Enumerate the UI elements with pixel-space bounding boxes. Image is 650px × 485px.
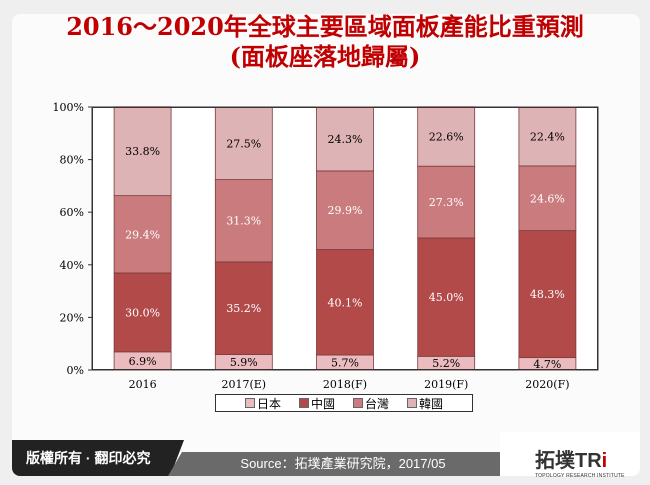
- bar-segment: [518, 230, 577, 359]
- source-text: Source：拓墣產業研究院，2017/05: [168, 452, 518, 476]
- y-tick-label: 80%: [60, 154, 84, 167]
- legend-swatch: [407, 398, 418, 408]
- data-label: 5.9%: [230, 356, 258, 369]
- logo-subtitle: TOPOLOGY RESEARCH INSTITUTE: [535, 473, 625, 479]
- legend-label: 韓國: [419, 396, 444, 411]
- legend-swatch: [298, 398, 309, 408]
- x-tick-label: 2017(E): [221, 378, 266, 391]
- legend-item: 台灣: [353, 395, 389, 412]
- data-label: 29.4%: [125, 228, 160, 241]
- data-label: 5.7%: [331, 357, 359, 370]
- title-line-1: 2016～2020年全球主要區域面板產能比重預測: [66, 12, 584, 41]
- legend-swatch: [244, 398, 255, 408]
- data-label: 22.6%: [429, 130, 464, 143]
- legend-label: 台灣: [365, 396, 390, 411]
- logo-panel: [500, 432, 640, 476]
- data-label: 35.2%: [226, 302, 261, 315]
- title-line-2: (面板座落地歸屬): [229, 42, 421, 71]
- bar-segment: [518, 165, 577, 232]
- tri-logo: 拓墣TRi TOPOLOGY RESEARCH INSTITUTE: [535, 450, 625, 479]
- y-tick-label: 40%: [60, 259, 84, 272]
- data-label: 30.0%: [125, 306, 160, 319]
- data-label: 24.6%: [530, 192, 565, 205]
- data-label: 31.3%: [226, 215, 261, 228]
- y-tick-label: 0%: [67, 364, 84, 377]
- data-label: 27.3%: [429, 196, 464, 209]
- bar-segment: [214, 261, 273, 355]
- y-tick-label: 100%: [53, 101, 84, 114]
- data-label: 45.0%: [429, 291, 464, 304]
- legend-item: 中國: [298, 395, 335, 412]
- data-label: 40.1%: [328, 296, 363, 309]
- data-label: 4.7%: [533, 358, 561, 371]
- legend-item: 韓國: [407, 395, 443, 412]
- legend: 日本 中國 台灣 韓國: [215, 394, 473, 412]
- data-label: 6.9%: [129, 355, 157, 368]
- x-tick-label: 2020(F): [525, 378, 569, 391]
- legend-label: 日本: [256, 396, 281, 411]
- plot-area: [92, 107, 598, 370]
- data-label: 22.4%: [530, 130, 565, 143]
- data-label: 29.9%: [328, 204, 363, 217]
- bar-segment: [417, 106, 476, 167]
- x-tick-label: 2018(F): [323, 378, 367, 391]
- legend-item: 日本: [244, 395, 281, 412]
- data-label: 27.5%: [226, 137, 261, 150]
- copyright-banner: 版權所有 · 翻印必究: [12, 440, 184, 476]
- bar-segment: [417, 165, 476, 239]
- x-tick-label: 2016: [129, 378, 157, 391]
- legend-label: 中國: [310, 396, 335, 411]
- x-tick-label: 2019(F): [424, 378, 468, 391]
- data-label: 33.8%: [125, 145, 160, 158]
- data-label: 5.2%: [432, 357, 460, 370]
- chart-title: 2016～2020年全球主要區域面板產能比重預測 (面板座落地歸屬): [0, 12, 650, 72]
- bar-segment: [214, 106, 273, 180]
- legend-swatch: [353, 398, 363, 408]
- data-label: 48.3%: [530, 288, 565, 301]
- y-tick-label: 60%: [60, 206, 84, 219]
- bar-segment: [316, 106, 374, 172]
- data-label: 24.3%: [328, 133, 363, 146]
- y-tick-label: 20%: [60, 311, 84, 324]
- bar-segment: [113, 106, 172, 197]
- bar-segment: [316, 249, 374, 356]
- bar-segment: [417, 237, 476, 357]
- bar-segment: [113, 195, 172, 274]
- bar-segment: [316, 170, 374, 250]
